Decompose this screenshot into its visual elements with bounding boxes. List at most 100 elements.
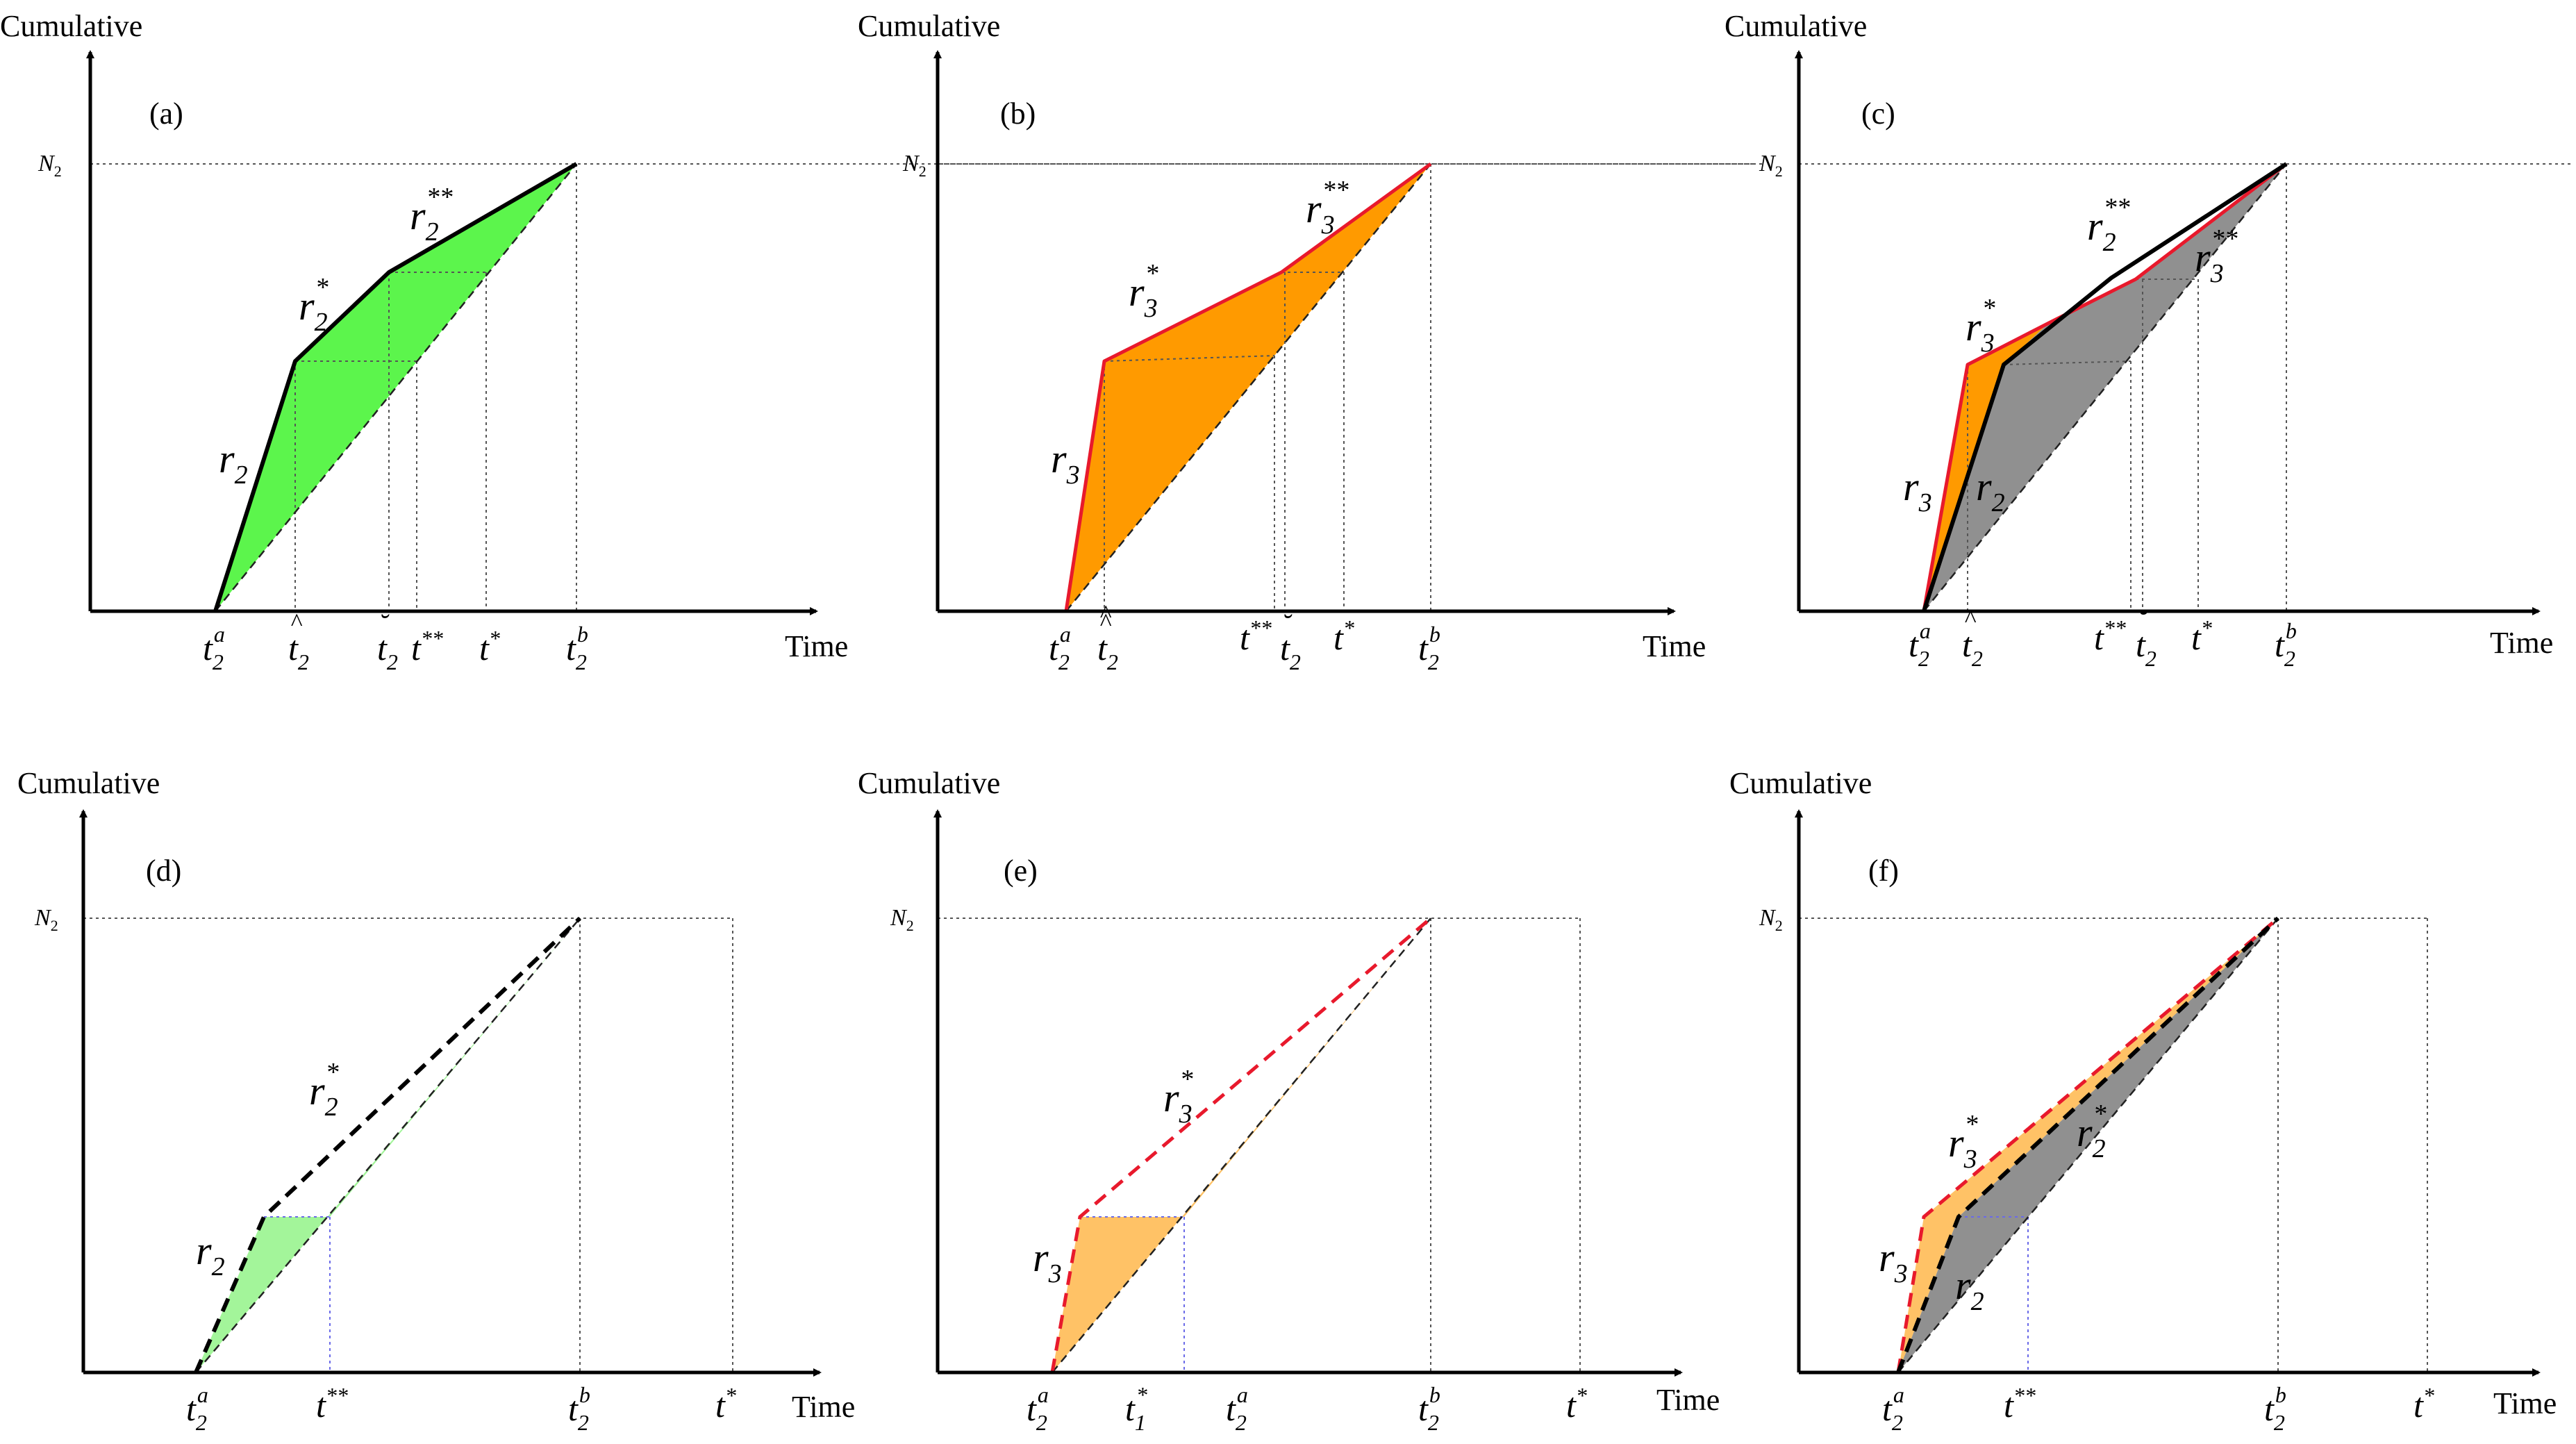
svg-text:t*: t* [715,1383,736,1425]
cumulative-curve [1050,917,1432,1373]
n2-label: N2 [1759,151,1783,180]
svg-text:^: ^ [290,608,303,636]
cumulative-curve-black [1922,162,2288,612]
reference-diagonal [215,163,577,612]
y-axis-title: Cumulative [1729,766,1872,800]
r3-label: r3 [1051,436,1080,490]
r3-label: r3 [1033,1235,1062,1288]
n2-label: N2 [1759,905,1783,934]
cumulative-curve-red [1896,917,2279,1373]
svg-text:t*: t* [479,626,500,667]
n2-label: N2 [34,905,58,934]
x-axis-title: Time [2490,626,2553,660]
x-axis-title: Time [1643,629,1706,663]
reference-diagonal [1897,918,2279,1373]
svg-text:t2b: t2b [568,1382,590,1435]
reference-diagonal [1923,163,2287,612]
x-tick-labels: t2a t2 ^ t2 ˘ t** t* t2b [203,608,588,674]
svg-text:t**: t** [1240,615,1272,657]
r2-star-label: r2* [2077,1099,2106,1163]
svg-text:^: ^ [1099,600,1112,628]
svg-text:t2a: t2a [203,622,225,674]
r2-label: r2 [1955,1263,1984,1316]
svg-text:t2a: t2a [1909,618,1931,671]
n2-label: N2 [902,151,926,180]
r2-label: r2 [219,436,248,490]
svg-text:t2a: t2a [1049,622,1071,674]
cumulative-curve-red [1922,163,2288,612]
svg-text:t2: t2 [377,629,398,674]
svg-text:t**: t** [2004,1383,2036,1425]
svg-text:t2b: t2b [1418,622,1440,674]
svg-text:t*: t* [1566,1383,1587,1425]
r2-label: r2 [1976,464,2005,517]
guide-lines [938,918,1581,1372]
x-axis-title: Time [2493,1386,2557,1420]
svg-text:t*: t* [1333,615,1354,657]
r3-star-label: r3* [1129,259,1158,323]
y-axis-title: Cumulative [0,9,142,43]
svg-text:t2a: t2a [1027,1382,1049,1435]
reference-diagonal [195,918,581,1373]
r3-label: r3 [1903,464,1932,517]
svg-text:t2b: t2b [2264,1382,2286,1435]
cumulative-curve-black [1896,916,2280,1374]
svg-text:t2b: t2b [1418,1382,1440,1435]
guide-lines [1799,918,2428,1372]
guide-lines [1799,163,2573,611]
svg-text:t2b: t2b [566,622,588,674]
panel-b: Cumulative (b) Time N2 r3 r3* r3** t2a t… [858,9,1754,674]
y-axis-title: Cumulative [858,766,1000,800]
panel-label: (a) [149,97,183,131]
svg-text:t2a: t2a [186,1382,208,1435]
panel-d: Cumulative (d) Time N2 r2 r2* t2a t** t2… [17,766,855,1435]
panel-label: (f) [1868,854,1899,888]
y-axis-title: Cumulative [1725,9,1867,43]
svg-text:^: ^ [1964,605,1977,633]
guide-lines [83,918,733,1372]
svg-text:t2: t2 [1280,629,1301,674]
panel-label: (b) [1000,97,1036,131]
svg-text:t2: t2 [288,629,309,674]
r3-label: r3 [1879,1235,1908,1288]
r2-label: r2 [196,1228,225,1281]
svg-text:˘: ˘ [1281,608,1293,640]
panel-a: Cumulative (a) Time N2 r2 r2* r2** t2a t… [0,9,1764,674]
svg-text:t2: t2 [1097,629,1118,674]
x-tick-labels: t2a t** t2b t* [186,1382,736,1435]
svg-text:˘: ˘ [2137,605,2148,636]
svg-text:t2: t2 [2136,625,2157,671]
reference-diagonal [1052,918,1431,1373]
x-tick-labels: t2a t1* t2a t2b t* [1027,1382,1587,1435]
svg-text:t*: t* [2413,1383,2434,1425]
guide-lines [938,163,1754,611]
panel-f: Cumulative (f) Time N2 r3 r2 r3* r2* t2a… [1729,766,2557,1435]
r2-dstar-label: r2** [2087,193,2130,257]
svg-text:t**: t** [2094,615,2126,657]
r3-star-label: r3* [1948,1110,1978,1174]
panel-label: (d) [146,854,181,888]
n2-label: N2 [890,905,914,934]
svg-text:t**: t** [411,626,443,667]
svg-text:t1*: t1* [1125,1382,1147,1435]
panel-label: (c) [1861,97,1895,131]
n2-label: N2 [38,151,62,180]
svg-text:^: ^ [1099,608,1112,636]
guide-lines [90,163,1764,611]
r3-star-label: r3* [1966,294,1995,358]
svg-text:t**: t** [316,1383,348,1425]
x-axis-title: Time [792,1390,855,1424]
svg-text:t2a: t2a [1882,1382,1904,1435]
panel-e: Cumulative (e) Time N2 r3 r3* t2a t1* t2… [858,766,1720,1435]
x-tick-labels: t2a t2 ^ ^ t** t2 ˘ t* t2b [1049,600,1440,674]
r3-star-label: r3* [1163,1065,1193,1129]
svg-text:t*: t* [2191,615,2212,657]
r2-dstar-label: r2** [410,183,453,247]
svg-text:t2a: t2a [1226,1382,1248,1435]
x-tick-labels: t2a t2 ^ t** t2 ˘ t* t2b [1909,605,2297,671]
x-tick-labels: t2a t** t2b t* [1882,1382,2434,1435]
panel-c: Cumulative (c) Time N2 r3 r2 r3* r2** r3… [1725,9,2573,671]
svg-text:t2: t2 [1962,625,1983,671]
r2-star-label: r2* [309,1058,339,1122]
